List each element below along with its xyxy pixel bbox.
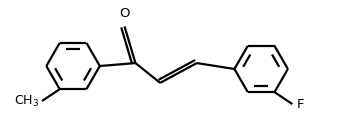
Text: CH$_3$: CH$_3$ <box>14 94 39 109</box>
Text: O: O <box>119 7 130 21</box>
Text: F: F <box>296 98 304 111</box>
